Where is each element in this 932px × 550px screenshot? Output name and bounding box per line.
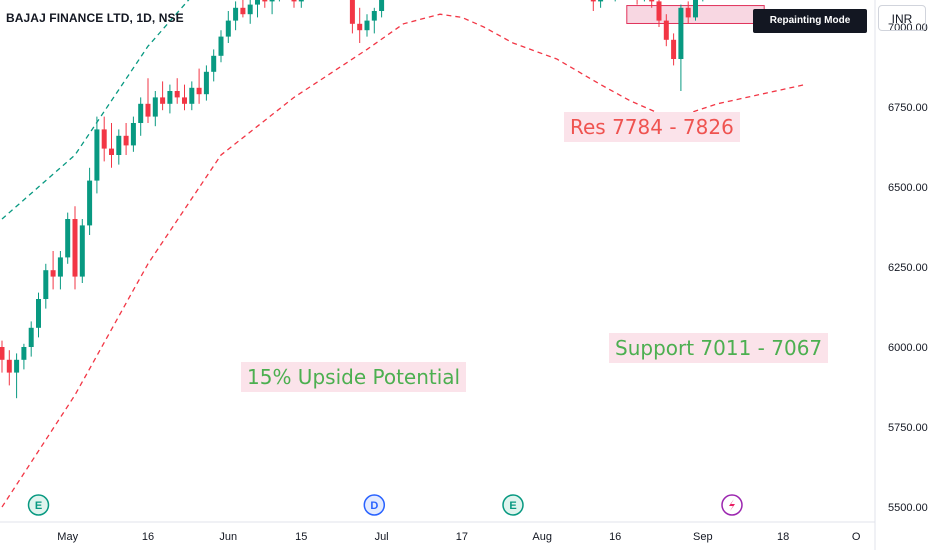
y-tick-label: 6750.00 [888,102,928,114]
candle-body [72,219,78,277]
candle-body [656,1,662,21]
resistance-annotation: Res 7784 - 7826 [564,112,740,142]
currency-selector[interactable]: INR [878,5,926,31]
candle-body [21,347,27,360]
candle-body [43,270,49,299]
candle-body [349,0,355,24]
dividend-event-icon [363,494,386,516]
support-annotation: Support 7011 - 7067 [609,333,829,363]
candle-body [291,0,297,2]
candle-body [138,103,144,123]
candle-body [218,36,224,56]
candle-body [590,0,596,2]
candle-body [262,0,268,2]
y-tick-label: 5500.00 [888,502,928,514]
earnings-event-icon [27,494,50,516]
x-tick-label: May [57,531,78,543]
symbol-title: BAJAJ FINANCE LTD, 1D, NSE [6,11,184,25]
candle-body [233,7,239,21]
candle-body [364,20,370,31]
candle-body [36,299,41,328]
candle-body [28,327,34,347]
candle-body [94,129,100,181]
upper-band-line [1,0,190,220]
earnings-event-icon [502,494,524,516]
x-tick-label: 17 [456,531,468,543]
candle-body [174,91,180,98]
x-tick-label: Jul [375,531,389,543]
x-tick-label: 16 [609,531,621,543]
candle-body [269,0,275,2]
candle-body [79,225,85,277]
y-tick-label: 6500.00 [888,182,928,194]
candle-body [649,0,655,2]
event-label: D [370,500,378,512]
candle-body [167,91,173,104]
candle-body [101,129,107,149]
x-tick-label: Jun [219,531,237,543]
candle-body [116,135,122,155]
x-tick-label: O [852,531,861,543]
x-tick-label: 18 [777,531,789,543]
candle-body [298,0,304,2]
candle-body [57,257,63,277]
candle-body [678,7,684,60]
candle-body [145,103,151,117]
candle-body [247,4,253,15]
candle-body [203,71,209,95]
split-bolt-icon [729,499,735,511]
candle-body [196,87,202,95]
price-axis: 8250.008000.007750.007500.007250.007000.… [888,22,928,514]
candle-body [50,270,56,277]
candle-body [693,0,698,18]
candle-body [152,97,158,117]
x-tick-label: 16 [142,531,154,543]
candle-body [160,97,166,104]
candle-body [65,219,71,258]
upside-annotation: 15% Upside Potential [241,362,467,392]
y-tick-label: 5750.00 [888,422,928,434]
candle-body [87,180,93,226]
candle-body [240,7,246,15]
x-tick-label: 15 [295,531,307,543]
candle-body [685,7,691,18]
candle-body [109,148,114,155]
candle-body [182,97,187,104]
bands [1,0,806,508]
candles [0,0,704,399]
time-axis: May 16 Jun 15 Jul 17 Aug 16 Sep 18 O [57,531,861,543]
candle-body [189,87,195,104]
candle-body [671,39,677,59]
candle-body [357,23,363,31]
candle-body [14,359,20,373]
candle-body [379,0,385,11]
x-tick-label: Aug [532,531,552,543]
candle-body [598,0,604,2]
candle-body [371,11,377,21]
candle-body [255,0,260,5]
candle-body [123,135,129,146]
event-label: E [35,500,42,512]
y-tick-label: 6000.00 [888,342,928,354]
lower-band-line [1,13,806,508]
event-label: E [509,500,516,512]
grid [0,0,876,550]
y-tick-label: 6250.00 [888,262,928,274]
x-tick-label: Sep [693,531,713,543]
y-tick-label: 7000.00 [888,22,928,34]
candle-body [663,20,669,40]
candle-body [6,359,12,373]
repaint-mode-badge: Repainting Mode Enabled [753,9,867,50]
candle-body [0,347,5,360]
candle-body [225,20,231,37]
candle-body [130,123,136,146]
candle-body [211,55,217,72]
